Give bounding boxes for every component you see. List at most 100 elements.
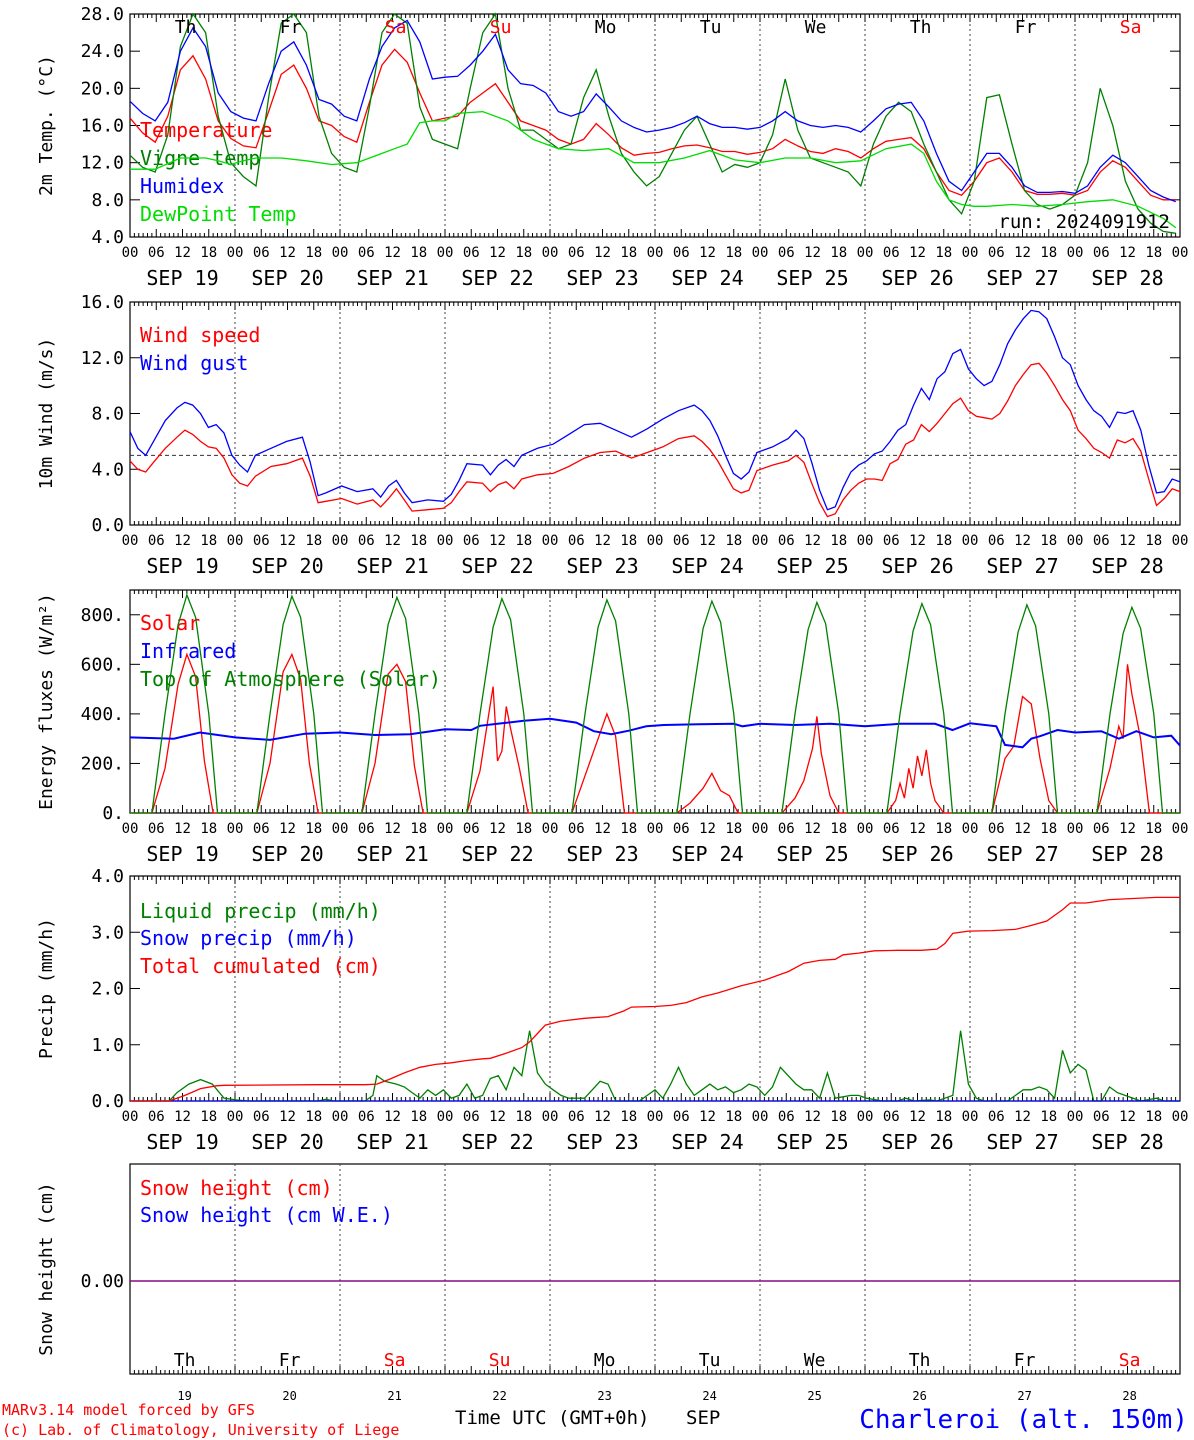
day-number: 21 [387,1389,401,1403]
hour-tick-label: 00 [122,821,139,837]
hour-tick-label: 06 [148,821,165,837]
hour-tick-label: 00 [1067,245,1084,261]
hour-tick-label: 12 [699,533,716,549]
y-tick-label: 4.0 [91,459,124,480]
hour-tick-label: 06 [778,1109,795,1125]
hour-tick-label: 12 [384,533,401,549]
hour-tick-label: 00 [227,1109,244,1125]
hour-tick-label: 12 [699,821,716,837]
y-tick-label: 0.00 [81,1271,124,1292]
hour-tick-label: 18 [410,245,427,261]
hour-tick-label: 06 [358,821,375,837]
hour-tick-label: 06 [673,821,690,837]
series-line-solar [130,652,1180,814]
hour-tick-label: 00 [962,533,979,549]
hour-tick-label: 12 [804,245,821,261]
hour-tick-label: 12 [384,245,401,261]
hour-tick-label: 00 [962,245,979,261]
day-name: We [805,17,827,38]
hour-tick-label: 18 [515,533,532,549]
hour-tick-label: 12 [489,533,506,549]
hour-tick-label: 18 [200,821,217,837]
hour-tick-label: 18 [410,1109,427,1125]
hour-tick-label: 18 [830,245,847,261]
hour-tick-label: 06 [1093,821,1110,837]
date-label: SEP 27 [986,266,1058,290]
hour-tick-label: 06 [673,533,690,549]
day-number: 24 [702,1389,716,1403]
hour-tick-label: 00 [647,533,664,549]
hour-tick-label: 18 [200,1109,217,1125]
y-tick-label: 8.0 [91,404,124,425]
day-number: 19 [177,1389,191,1403]
panel-1: 4.0 8.0 12.0 16.0 20.0 24.0 28.0 2m Temp. (°C) T… [36,4,1188,290]
hour-tick-label: 18 [620,1109,637,1125]
y-tick-label: 0.0 [91,1091,124,1112]
day-name: Fr [279,1350,301,1371]
hour-tick-label: 00 [332,821,349,837]
hour-tick-label: 12 [699,1109,716,1125]
series-line-liquid-precip-mm-h- [130,1030,1180,1102]
hour-tick-label: 12 [1119,245,1136,261]
month-label: SEP [686,1407,720,1429]
hour-tick-label: 18 [305,533,322,549]
day-name: Sa [385,17,407,38]
date-label: SEP 25 [776,554,848,578]
hour-tick-label: 18 [305,821,322,837]
hour-tick-label: 18 [1040,245,1057,261]
panel-2: 0.0 4.0 8.0 12.0 16.0 10m Wind (m/s) Wind spee… [36,292,1188,578]
hour-tick-label: 00 [122,1109,139,1125]
day-name: Fr [1014,1350,1036,1371]
hour-tick-label: 18 [515,1109,532,1125]
station-label: Charleroi (alt. 150m) [859,1405,1188,1435]
date-label: SEP 24 [671,266,743,290]
y-tick-label: 28.0 [81,4,124,25]
hour-tick-label: 06 [778,533,795,549]
hour-tick-label: 18 [725,245,742,261]
hour-tick-label: 12 [1119,1109,1136,1125]
day-number: 20 [282,1389,296,1403]
hour-tick-label: 12 [174,533,191,549]
hour-tick-label: 06 [673,1109,690,1125]
date-label: SEP 20 [251,266,323,290]
hour-tick-label: 12 [594,245,611,261]
y-tick-label: 8.0 [91,190,124,211]
hour-tick-label: 00 [332,533,349,549]
series-line-wind-gust [129,309,1181,511]
y-tick-label: 12.0 [81,153,124,174]
date-label: SEP 28 [1091,554,1163,578]
hour-tick-label: 18 [515,821,532,837]
day-name: Su [490,17,512,38]
hour-tick-label: 06 [253,533,270,549]
hour-tick-label: 12 [1119,533,1136,549]
hour-tick-label: 18 [305,245,322,261]
day-name: Th [175,17,197,38]
x-axis-title: Time UTC (GMT+0h) [455,1407,649,1429]
hour-tick-label: 00 [1067,1109,1084,1125]
y-tick-label: 20.0 [81,78,124,99]
hour-tick-label: 00 [1172,533,1189,549]
y-tick-label: 12.0 [81,348,124,369]
hour-tick-label: 00 [857,821,874,837]
hour-tick-label: 18 [830,533,847,549]
hour-tick-label: 12 [909,821,926,837]
date-label: SEP 25 [776,842,848,866]
date-label: SEP 19 [146,554,218,578]
hour-tick-label: 06 [463,245,480,261]
panel-4: 0.0 1.0 2.0 3.0 4.0 Precip (mm/h) Liquid preci… [36,866,1188,1154]
hour-tick-label: 00 [227,245,244,261]
hour-tick-label: 06 [1093,533,1110,549]
hour-tick-label: 18 [410,821,427,837]
hour-tick-label: 00 [647,821,664,837]
hour-tick-label: 00 [752,821,769,837]
hour-tick-label: 06 [568,533,585,549]
hour-tick-label: 00 [857,1109,874,1125]
date-label: SEP 24 [671,1130,743,1154]
date-label: SEP 28 [1091,266,1163,290]
legend-entry: Infrared [140,639,236,663]
hour-tick-label: 06 [988,821,1005,837]
day-name: Mo [594,1350,616,1371]
y-axis-label: 2m Temp. (°C) [36,55,57,196]
hour-tick-label: 12 [594,533,611,549]
hour-tick-label: 12 [489,1109,506,1125]
